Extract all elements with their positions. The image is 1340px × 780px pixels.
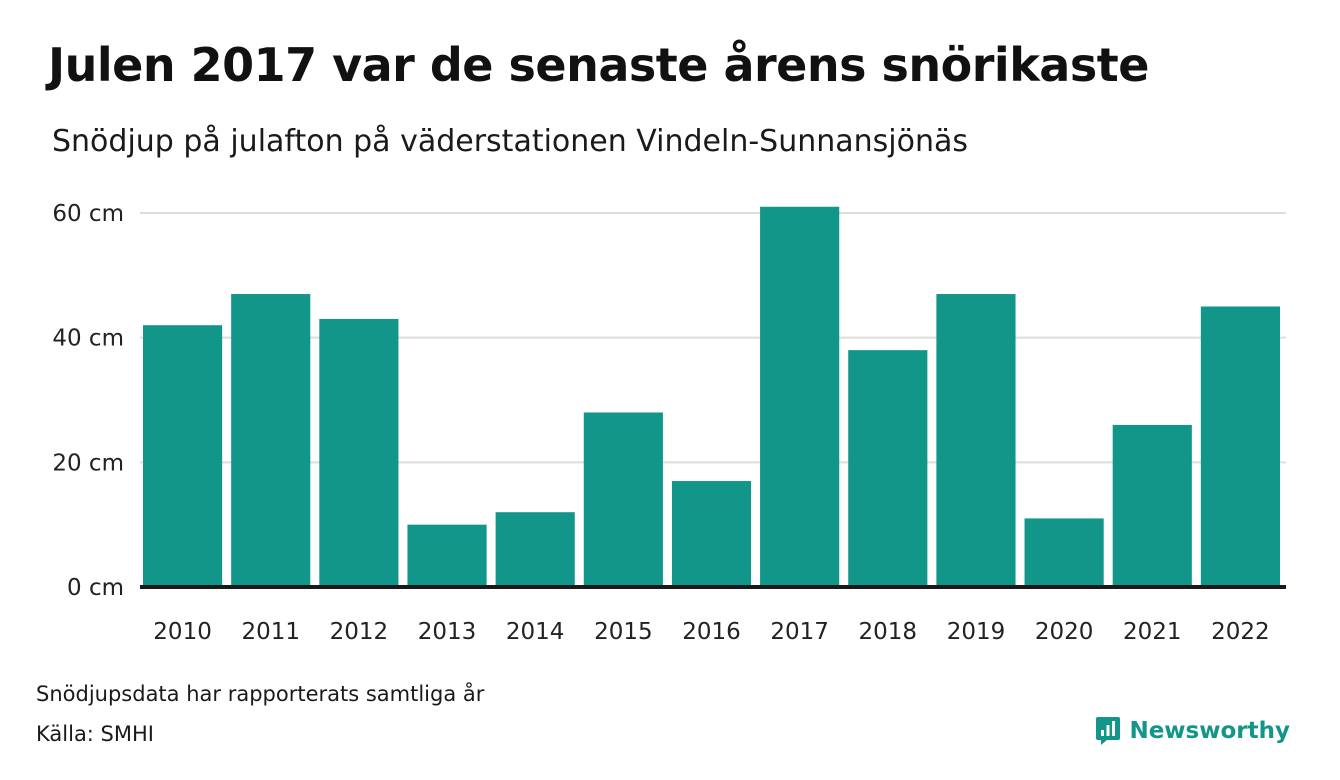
x-tick-label-2010: 2010 — [153, 619, 212, 645]
footnote: Snödjupsdata har rapporterats samtliga å… — [36, 682, 485, 706]
x-tick-label-2014: 2014 — [506, 619, 565, 645]
bar-2022 — [1200, 306, 1280, 587]
chart-subtitle: Snödjup på julafton på väderstationen Vi… — [52, 124, 969, 159]
bars — [143, 206, 1280, 587]
x-tick-label-2017: 2017 — [770, 619, 829, 645]
bar-2012 — [319, 318, 399, 587]
axes: 0 cm 20 cm 40 cm 60 cm 2010 2011 2012 2013 2014 2… — [52, 201, 1286, 645]
bar-2021 — [1112, 424, 1192, 587]
newsworthy-logo-icon — [1096, 717, 1121, 745]
x-tick-label-2019: 2019 — [947, 619, 1006, 645]
chart-title: Julen 2017 var de senaste årens snörikas… — [48, 38, 1149, 92]
bar-2016 — [671, 481, 752, 587]
bar-2010 — [143, 325, 223, 587]
y-tick-label-40: 40 cm — [52, 326, 124, 352]
x-tick-label-2012: 2012 — [330, 619, 389, 645]
x-tick-label-2021: 2021 — [1123, 619, 1182, 645]
x-tick-label-2022: 2022 — [1211, 619, 1270, 645]
y-tick-label-0: 0 cm — [67, 575, 124, 601]
bar-2011 — [231, 294, 311, 587]
brand-name: Newsworthy — [1129, 718, 1290, 744]
bar-2020 — [1024, 518, 1104, 587]
x-tick-label-2020: 2020 — [1035, 619, 1094, 645]
x-tick-label-2015: 2015 — [594, 619, 653, 645]
source-note: Källa: SMHI — [36, 722, 154, 746]
bar-2018 — [848, 350, 928, 587]
x-tick-label-2011: 2011 — [241, 619, 300, 645]
bar-chart: 0 cm 20 cm 40 cm 60 cm 2010 2011 2012 2013 2014 2… — [52, 201, 1286, 645]
bar-2017 — [760, 206, 840, 587]
x-tick-label-2016: 2016 — [682, 619, 741, 645]
bar-2015 — [583, 412, 663, 587]
bar-2019 — [936, 294, 1016, 587]
bar-2014 — [495, 512, 575, 587]
x-tick-label-2013: 2013 — [418, 619, 477, 645]
x-tick-label-2018: 2018 — [859, 619, 918, 645]
y-tick-label-20: 20 cm — [52, 450, 124, 476]
bar-2013 — [407, 524, 487, 587]
y-tick-label-60: 60 cm — [52, 201, 124, 227]
brand-logo: Newsworthy — [1095, 716, 1290, 746]
